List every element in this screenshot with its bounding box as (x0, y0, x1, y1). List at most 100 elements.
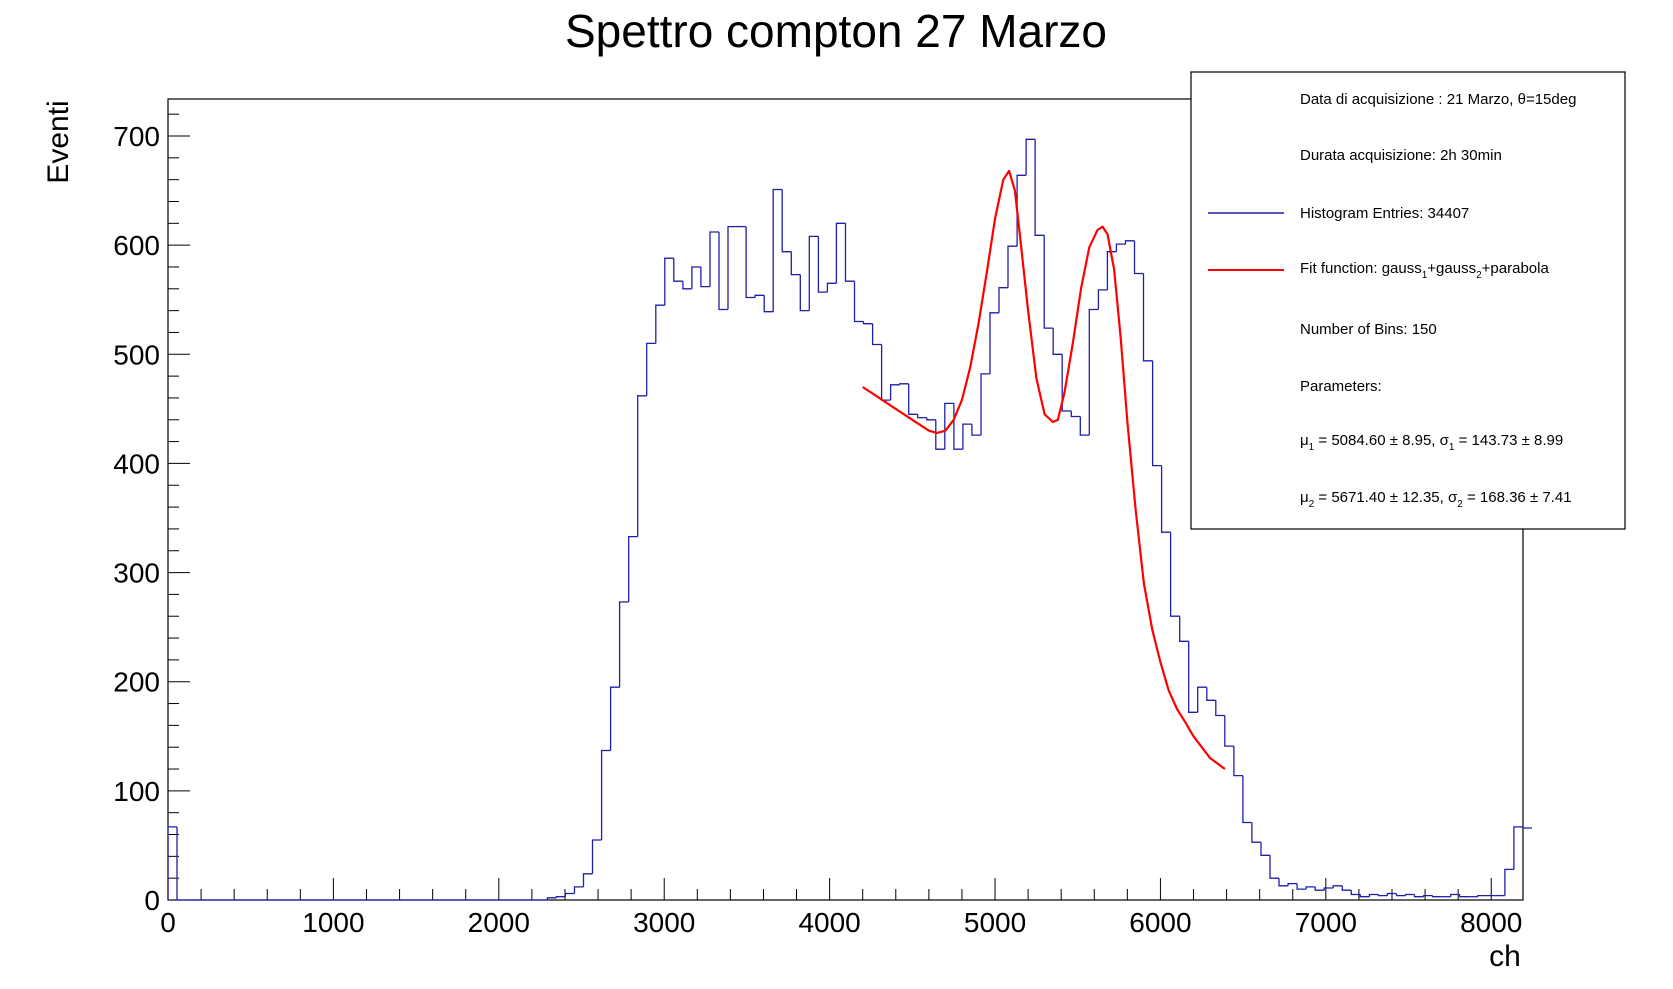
histogram-bin (1305, 886, 1316, 890)
x-tick-label: 1000 (302, 907, 364, 938)
histogram-bin (1413, 894, 1424, 898)
x-tick-label: 6000 (1129, 907, 1191, 938)
histogram-bin (1296, 883, 1307, 890)
histogram-bin (1332, 885, 1343, 888)
legend-fit-function: Fit function: gauss1+gauss2+parabola (1300, 260, 1549, 281)
histogram-bin (808, 235, 819, 311)
legend: Data di acquisizione : 21 Marzo, θ=15deg… (1190, 71, 1626, 530)
histogram-bin (655, 304, 665, 344)
histogram-bin (754, 294, 765, 298)
histogram-bin (1504, 868, 1514, 896)
histogram-bin (1251, 822, 1261, 843)
histogram-bin (637, 395, 647, 537)
histogram-bin (1079, 416, 1090, 436)
fit-curve-line (862, 169, 1226, 770)
legend-histogram-entries: Histogram Entries: 34407 (1300, 205, 1469, 222)
histogram-bin (853, 281, 864, 323)
histogram-bin (899, 383, 909, 385)
histogram-bin (1016, 174, 1027, 247)
histogram-bin (591, 839, 602, 874)
legend-acquisition-duration: Durata acquisizione: 2h 30min (1300, 147, 1502, 164)
histogram-bin (628, 535, 638, 602)
histogram-bin (835, 222, 846, 284)
histogram-bin (700, 267, 710, 288)
histogram-bin (1477, 894, 1487, 897)
histogram-series (167, 138, 1532, 901)
histogram-bin (1377, 894, 1388, 897)
histogram-bin (1314, 886, 1325, 891)
histogram-bin (1224, 715, 1234, 747)
histogram-bin (1025, 138, 1036, 176)
y-tick-label: 200 (113, 667, 160, 698)
legend-mu1-sigma1: μ1 = 5084.60 ± 8.95, σ1 = 143.73 ± 8.99 (1300, 432, 1563, 453)
histogram-bin (781, 189, 792, 253)
histogram-bin (1142, 273, 1153, 362)
fit-series (862, 169, 1226, 770)
y-axis-label: Eventi (42, 100, 75, 183)
histogram-bin (1368, 893, 1379, 897)
histogram-bin (1522, 826, 1532, 829)
x-axis-ticks: 0 1000 2000 3000 4000 5000 6000 7000 8000 (160, 878, 1522, 938)
histogram-bin (1242, 775, 1252, 824)
y-tick-label: 700 (113, 121, 160, 152)
histogram-bin (862, 321, 873, 325)
histogram-bin (1151, 360, 1162, 467)
x-tick-label: 8000 (1460, 907, 1522, 938)
histogram-bin (844, 223, 855, 282)
histogram-bin (1115, 243, 1126, 252)
histogram-bin (1215, 700, 1225, 717)
legend-mu2-sigma2: μ2 = 5671.40 ± 12.35, σ2 = 168.36 ± 7.41 (1300, 489, 1572, 510)
histogram-bin (1197, 686, 1207, 713)
histogram-bin (908, 383, 918, 415)
histogram-bin (1459, 894, 1469, 898)
y-tick-label: 300 (113, 558, 160, 589)
histogram-bin (1513, 826, 1523, 870)
legend-parameters-heading: Parameters: (1300, 378, 1382, 395)
histogram-bin (790, 251, 801, 276)
x-tick-label: 4000 (798, 907, 860, 938)
histogram-bin (1269, 855, 1279, 879)
histogram-bin (1169, 532, 1180, 617)
histogram-bin (745, 226, 756, 299)
histogram-bin (889, 384, 900, 401)
histogram-bin (880, 344, 891, 401)
histogram-bin (944, 402, 954, 450)
histogram-bin (980, 373, 990, 436)
legend-box (1190, 71, 1626, 530)
histogram-bin (167, 826, 177, 900)
x-tick-label: 5000 (964, 907, 1026, 938)
legend-acquisition-date: Data di acquisizione : 21 Marzo, θ=15deg (1300, 91, 1576, 108)
histogram-bin (971, 424, 981, 436)
histogram-bin (646, 342, 656, 396)
plot-area: 0 100 200 300 400 500 600 700 0 1000 2000 3000 4000… (113, 98, 1532, 938)
histogram-bin (1106, 251, 1117, 290)
histogram-bin (1287, 882, 1298, 886)
y-tick-label: 600 (113, 230, 160, 261)
histogram-bin (176, 826, 187, 901)
histogram-bin (1088, 308, 1099, 436)
histogram-bin (989, 312, 999, 374)
histogram-bin (935, 419, 945, 450)
x-tick-label: 2000 (468, 907, 530, 938)
histogram-bin (609, 686, 620, 751)
histogram-bin (709, 231, 719, 287)
histogram-bin (826, 282, 837, 293)
histogram-bin (799, 274, 810, 312)
histogram-bin (573, 886, 584, 894)
histogram-bin (682, 281, 692, 290)
histogram-bin (1070, 411, 1081, 418)
histogram-bin (582, 873, 593, 887)
histogram-bin (1160, 465, 1171, 533)
y-axis-ticks: 0 100 200 300 400 500 600 700 (113, 113, 190, 916)
histogram-bin (1097, 289, 1108, 310)
histogram-bin (1206, 687, 1216, 701)
x-axis-label: ch (1489, 940, 1521, 973)
histogram-bin (1359, 894, 1370, 898)
histogram-bin (1007, 245, 1018, 288)
y-tick-label: 0 (144, 885, 160, 916)
histogram-bin (1233, 746, 1243, 777)
histogram-bin (600, 749, 611, 840)
histogram-bin (691, 266, 701, 289)
histogram-bin (1124, 240, 1135, 245)
histogram-bin (998, 287, 1008, 313)
